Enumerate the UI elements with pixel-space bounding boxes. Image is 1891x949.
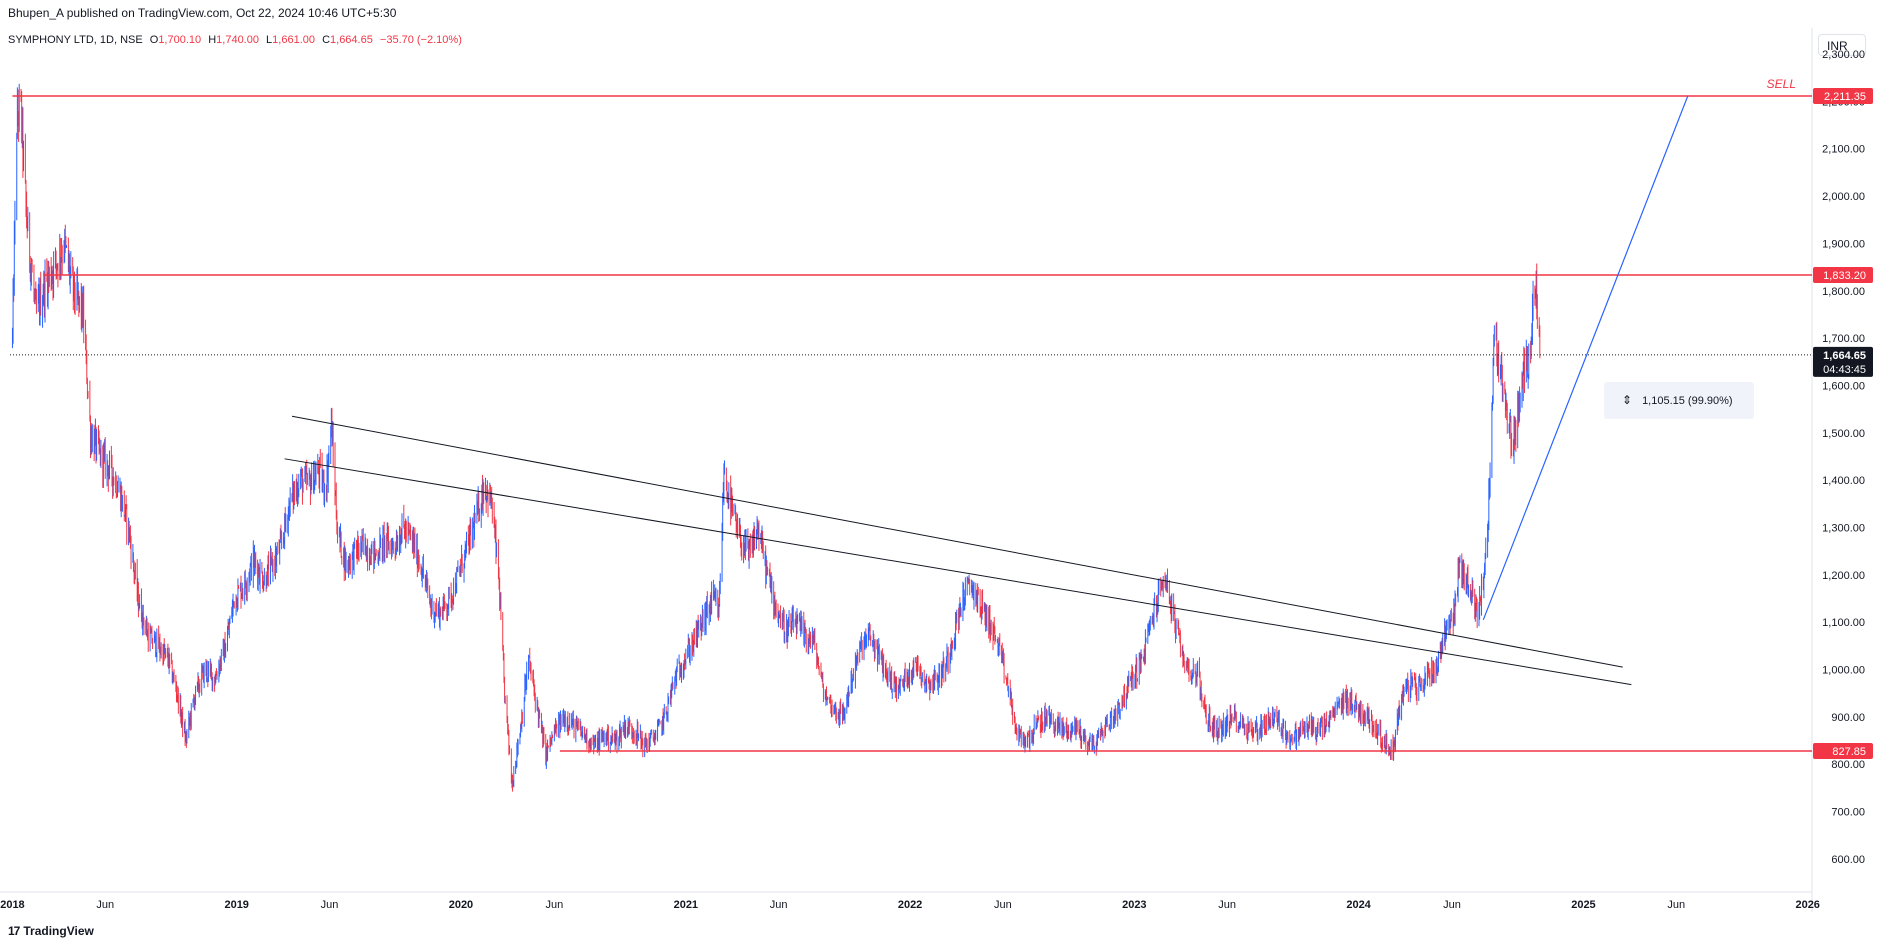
descending-trendline (291, 415, 1623, 668)
countdown-text: 04:43:45 (1823, 364, 1866, 376)
low-label: L (266, 34, 273, 46)
measure-value: 1,105.15 (99.90%) (1642, 395, 1733, 407)
currency-button[interactable]: INR (1818, 34, 1866, 56)
axes-layer: 600.00 700.00 800.00 900.00 1,000.00 1,100.00… (0, 28, 1865, 912)
x-tick-label: 2025 (1571, 899, 1595, 911)
x-tick-label: Jun (1218, 899, 1236, 911)
y-tick-label: 1,800.00 (1822, 286, 1865, 298)
level-price-text: 1,833.20 (1823, 270, 1866, 282)
y-tick-label: 1,200.00 (1822, 570, 1865, 582)
y-tick-label: 1,400.00 (1822, 475, 1865, 487)
symbol-name[interactable]: SYMPHONY LTD, 1D, NSE (8, 34, 143, 46)
y-tick-label: 2,300.00 (1822, 49, 1865, 61)
y-tick-label: 2,000.00 (1822, 191, 1865, 203)
level-price-text: 2,211.35 (1824, 91, 1866, 103)
descending-trendline (284, 458, 1632, 686)
projection-line (1482, 95, 1689, 620)
y-tick-label: 800.00 (1831, 759, 1865, 771)
level-price-tag (1813, 267, 1873, 284)
x-tick-label: 2023 (1122, 899, 1146, 911)
y-tick-label: 1,700.00 (1822, 333, 1865, 345)
y-tick-label: 700.00 (1831, 807, 1865, 819)
low-value: 1,661.00 (272, 34, 315, 46)
close-label: C (322, 34, 331, 46)
x-tick-label: Jun (994, 899, 1012, 911)
y-tick-label: 1,300.00 (1822, 522, 1865, 534)
close-value: 1,664.65 (330, 34, 373, 46)
level-price-tag (1813, 742, 1873, 759)
y-tick-label: 1,000.00 (1822, 664, 1865, 676)
publish-info: Bhupen_A published on TradingView.com, O… (8, 6, 397, 20)
sell-annotation: SELL (1767, 77, 1796, 91)
y-tick-label: 600.00 (1831, 854, 1865, 866)
x-tick-label: 2024 (1346, 899, 1371, 911)
x-tick-label: 2021 (674, 899, 698, 911)
high-label: H (208, 34, 217, 46)
x-tick-label: Jun (545, 899, 563, 911)
symbol-legend: SYMPHONY LTD, 1D, NSE O1,700.10 H1,740.0… (8, 34, 462, 46)
drawings-layer: SELL (10, 77, 1812, 752)
last-price-text: 1,664.65 (1823, 350, 1866, 362)
y-tick-label: 1,600.00 (1822, 380, 1865, 392)
tradingview-logo-icon: 17 (8, 924, 20, 938)
x-tick-label: Jun (1667, 899, 1685, 911)
x-tick-label: Jun (321, 899, 339, 911)
candles-layer (11, 83, 1541, 792)
price-labels-layer: 2,211.35 1,833.20 827.85 1,664.65 04:43:45 (1813, 88, 1873, 759)
tradingview-brand[interactable]: 17 TradingView (8, 924, 94, 938)
open-label: O (149, 34, 159, 46)
x-tick-label: Jun (770, 899, 788, 911)
y-tick-label: 2,100.00 (1822, 144, 1865, 156)
change-value: −35.70 (−2.10%) (379, 34, 462, 46)
y-tick-label: 900.00 (1831, 712, 1865, 724)
x-tick-label: 2022 (898, 899, 922, 911)
x-tick-label: 2019 (224, 899, 248, 911)
level-price-tag (1813, 88, 1873, 105)
y-tick-label: 1,100.00 (1822, 617, 1865, 629)
x-tick-label: Jun (1443, 899, 1461, 911)
y-tick-label: 1,900.00 (1822, 238, 1865, 250)
measure-icon: ⇕ (1622, 393, 1633, 407)
brand-name: TradingView (23, 924, 94, 938)
level-price-text: 827.85 (1832, 746, 1866, 758)
high-value: 1,740.00 (216, 34, 259, 46)
price-range-measure[interactable]: ⇕ 1,105.15 (99.90%) (1604, 382, 1754, 419)
y-tick-label: 1,500.00 (1822, 428, 1865, 440)
last-price-tag (1813, 346, 1873, 377)
x-tick-label: Jun (96, 899, 114, 911)
open-value: 1,700.10 (158, 34, 202, 46)
x-tick-label: 2018 (0, 899, 24, 911)
x-tick-label: 2026 (1795, 899, 1819, 911)
x-tick-label: 2020 (449, 899, 473, 911)
